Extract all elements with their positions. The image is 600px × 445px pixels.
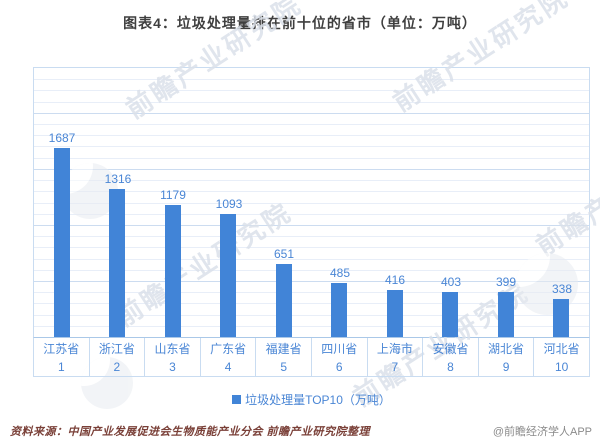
bar-value-label: 1179 (160, 188, 186, 202)
gridline (34, 90, 589, 91)
bar-value-label: 1316 (104, 172, 132, 186)
gridline (34, 225, 589, 226)
bar-rank-9 (498, 292, 514, 337)
gridline (34, 303, 589, 304)
bar-rank-3 (165, 205, 181, 337)
gridline (34, 158, 589, 159)
gridline (34, 169, 589, 170)
gridline (34, 79, 589, 80)
gridline (34, 214, 589, 215)
category-rank: 7 (391, 360, 399, 374)
gridline (34, 135, 589, 136)
gridline (34, 281, 589, 282)
gridline (34, 180, 589, 181)
gridline (34, 259, 589, 260)
gridline (34, 270, 589, 271)
category-cell-5: 福建省 5 (255, 338, 311, 376)
category-name: 广东省 (210, 342, 247, 356)
gridline (34, 146, 589, 147)
category-name: 山东省 (154, 342, 191, 356)
gridline (34, 326, 589, 327)
chart-title: 图表4：垃圾处理量排在前十位的省市（单位：万吨） (123, 15, 477, 31)
bar-rank-1 (54, 148, 70, 337)
bar-value-label: 1687 (48, 131, 76, 145)
gridline (34, 113, 589, 114)
category-name: 湖北省 (488, 342, 525, 356)
category-rank: 8 (447, 360, 454, 374)
legend: 垃圾处理量TOP10（万吨） (33, 391, 590, 408)
bar-value-label: 651 (273, 247, 295, 261)
x-axis-category-band: 江苏省 1 浙江省 2 山东省 3 广东省 4 福建省 5 四川省 6 上海市 7 安徽省 8 湖北省 9 河北省 1… (33, 338, 590, 377)
category-cell-3: 山东省 3 (144, 338, 200, 376)
gridline (34, 247, 589, 248)
category-name: 河北省 (543, 342, 580, 356)
category-name: 江苏省 (43, 342, 80, 356)
gridline (34, 191, 589, 192)
category-name: 福建省 (265, 342, 302, 356)
category-rank: 2 (113, 360, 121, 374)
source-note: 资料来源：中国产业发展促进会生物质能产业分会 前瞻产业研究院整理 (10, 426, 371, 438)
category-name: 浙江省 (98, 342, 135, 356)
bar-rank-8 (442, 292, 458, 337)
legend-swatch (232, 395, 242, 404)
category-cell-4: 广东省 4 (199, 338, 256, 376)
bar-value-label: 399 (495, 275, 517, 289)
category-name: 四川省 (321, 342, 358, 356)
gridline (34, 124, 589, 125)
bar-rank-5 (276, 264, 292, 337)
gridline (34, 203, 589, 204)
bar-value-label: 1093 (215, 197, 243, 211)
gridline (34, 292, 589, 293)
category-cell-10: 河北省 10 (533, 338, 589, 376)
bar-rank-4 (220, 214, 236, 337)
category-rank: 3 (169, 360, 176, 374)
bar-rank-7 (387, 290, 403, 337)
category-rank: 1 (57, 360, 65, 374)
bar-rank-6 (331, 283, 347, 337)
bar-rank-2 (109, 189, 125, 337)
category-rank: 5 (280, 360, 288, 374)
category-rank: 6 (335, 360, 343, 374)
bar-value-label: 403 (440, 275, 462, 289)
category-cell-2: 浙江省 2 (88, 338, 145, 376)
bar-rank-10 (553, 299, 569, 337)
gridline (34, 236, 589, 237)
category-name: 上海市 (376, 342, 413, 356)
category-name: 安徽省 (432, 342, 469, 356)
legend-label: 垃圾处理量TOP10（万吨） (245, 393, 391, 407)
category-cell-1: 江苏省 1 (34, 338, 89, 376)
plot-area: 1687 1316 1179 1093 651 485 416 403 399 338 (33, 67, 590, 338)
category-rank: 9 (502, 360, 510, 374)
category-cell-9: 湖北省 9 (477, 338, 534, 376)
category-rank: 4 (224, 360, 232, 374)
category-rank: 10 (554, 360, 569, 374)
bar-value-label: 338 (551, 282, 573, 296)
category-cell-7: 上海市 7 (366, 338, 423, 376)
category-cell-6: 四川省 6 (310, 338, 367, 376)
bar-value-label: 485 (329, 266, 351, 280)
gridline (34, 102, 589, 103)
credit-note: @前瞻经济学人APP (492, 426, 592, 438)
category-cell-8: 安徽省 8 (422, 338, 478, 376)
bar-value-label: 416 (384, 273, 406, 287)
gridline (34, 315, 589, 316)
